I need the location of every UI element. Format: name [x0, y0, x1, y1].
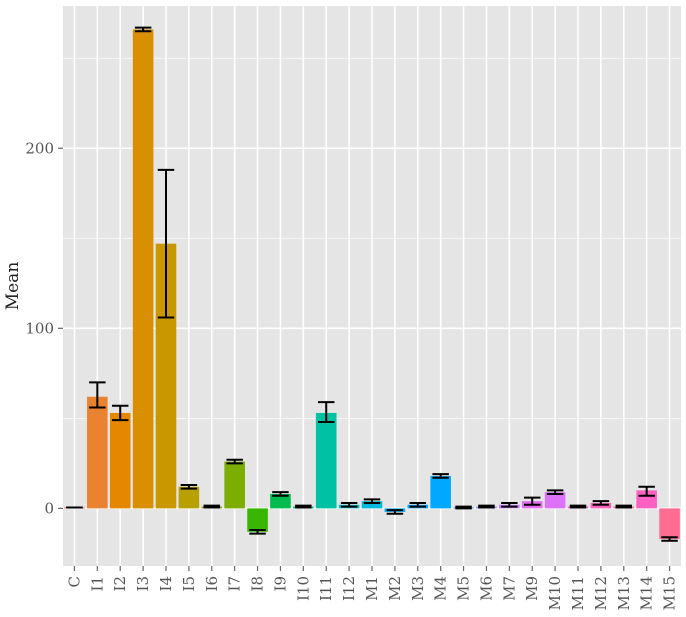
- bar-I7: [224, 461, 245, 509]
- bar-M15: [659, 508, 680, 539]
- y-tick-label: 100: [25, 319, 54, 337]
- error-bar-I8: [249, 528, 266, 535]
- bar-M1: [361, 501, 383, 509]
- error-bar-M12: [592, 500, 610, 506]
- x-tick-label: M15: [661, 576, 679, 610]
- x-tick-label: M7: [500, 576, 518, 601]
- x-tick-label: M2: [386, 576, 404, 601]
- bar-I3: [132, 29, 154, 509]
- error-bar-I7: [226, 458, 243, 465]
- error-bar-M15: [661, 536, 678, 542]
- error-bar-I4: [157, 168, 175, 319]
- bar-I9: [270, 493, 291, 509]
- x-tick-label: I5: [180, 576, 198, 591]
- x-tick-label: M13: [615, 576, 633, 610]
- error-bar-I1: [89, 381, 106, 409]
- x-tick-label: M6: [477, 576, 495, 601]
- error-bar-I2: [111, 404, 129, 422]
- x-tick-label: I10: [294, 576, 312, 601]
- x-tick-label: I6: [203, 576, 221, 591]
- x-tick-label: I12: [340, 576, 358, 601]
- error-bar-M10: [546, 489, 564, 495]
- x-tick-label: C: [65, 576, 83, 587]
- x-tick-label: I7: [226, 576, 244, 591]
- x-tick-label: I3: [134, 576, 152, 591]
- y-tick-label: 200: [25, 139, 54, 157]
- y-axis-title: Mean: [3, 262, 23, 311]
- error-bar-I12: [340, 501, 358, 508]
- x-tick-label: M9: [523, 576, 541, 601]
- error-bar-M6: [478, 504, 495, 509]
- error-bar-M14: [638, 485, 655, 497]
- x-tick-label: M5: [455, 576, 473, 601]
- error-bar-M2: [386, 509, 404, 515]
- x-tick-label: M10: [546, 576, 564, 610]
- bar-I5: [178, 486, 200, 509]
- bar-M4: [430, 475, 451, 509]
- error-bar-M7: [501, 501, 518, 508]
- y-tick-label: 0: [44, 499, 54, 517]
- bar-M10: [544, 492, 566, 509]
- bars-layer: [64, 29, 680, 539]
- error-bar-I9: [272, 491, 289, 497]
- error-bar-M4: [432, 473, 449, 479]
- bar-I1: [87, 396, 108, 509]
- error-bar-I3: [134, 26, 152, 33]
- error-bar-I10: [295, 504, 312, 509]
- bar-I4: [155, 243, 177, 509]
- bar-I8: [247, 508, 268, 532]
- x-tick-label: M11: [569, 576, 587, 610]
- x-tick-label: I11: [317, 576, 335, 601]
- x-tick-label: I9: [271, 576, 289, 591]
- x-tick-label: I1: [88, 576, 106, 591]
- x-tick-label: M3: [409, 576, 427, 601]
- x-tick-label: M1: [363, 576, 381, 601]
- error-bars-layer: [66, 26, 678, 542]
- error-bar-M5: [455, 505, 472, 510]
- x-tick-label: M4: [432, 576, 450, 601]
- error-bar-I11: [317, 401, 335, 423]
- error-bar-M1: [363, 498, 381, 504]
- error-bar-M9: [523, 496, 541, 506]
- bar-I2: [109, 412, 131, 509]
- error-bar-M11: [569, 504, 587, 509]
- x-tick-label: M12: [592, 576, 610, 610]
- error-bar-M13: [615, 504, 633, 509]
- error-bar-I6: [203, 504, 221, 509]
- x-tick-label: I4: [157, 576, 175, 591]
- bar-I11: [315, 412, 337, 509]
- x-tick-label: I8: [249, 576, 267, 591]
- error-bar-M3: [409, 501, 427, 508]
- x-tick-label: M14: [638, 576, 656, 610]
- x-tick-label: I2: [111, 576, 129, 591]
- error-bar-I5: [180, 483, 198, 490]
